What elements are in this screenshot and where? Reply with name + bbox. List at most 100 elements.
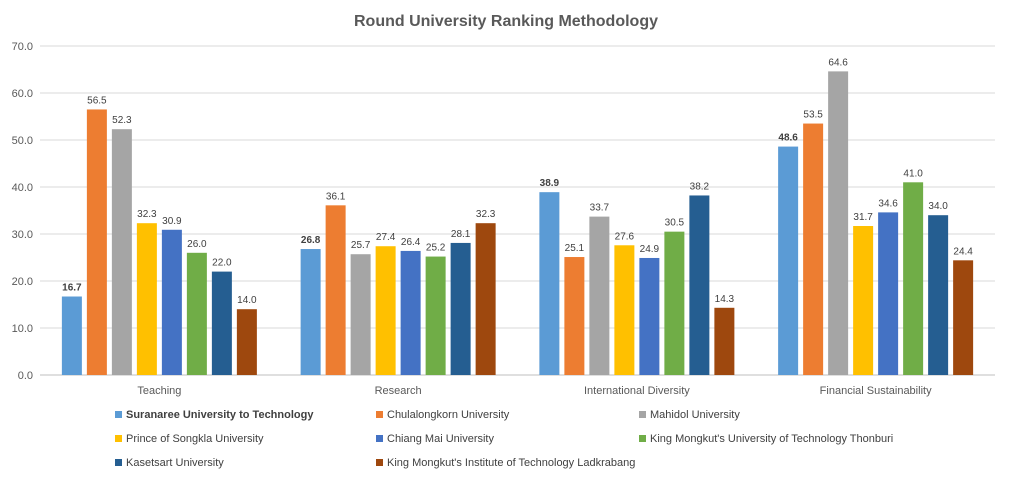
bar	[350, 254, 371, 375]
y-axis-ticks: 0.0 10.0 20.0 30.0 40.0 50.0 60.0 70.0	[12, 41, 33, 382]
bar	[539, 192, 560, 375]
data-label: 30.9	[162, 216, 182, 227]
legend-label: Suranaree University to Technology	[126, 409, 314, 421]
data-label: 26.8	[301, 235, 321, 246]
legend-item: King Mongkut's Institute of Technology L…	[376, 457, 635, 469]
bar	[450, 242, 471, 375]
bar	[614, 245, 635, 375]
legend-swatch	[115, 411, 122, 418]
data-label: 53.5	[803, 110, 823, 121]
data-label: 38.9	[540, 178, 560, 189]
y-tick-label: 50.0	[12, 135, 33, 147]
legend-label: King Mongkut's University of Technology …	[650, 433, 893, 445]
data-label: 26.4	[401, 237, 421, 248]
data-label: 16.7	[62, 283, 82, 294]
bar	[664, 231, 685, 375]
x-category-label: Teaching	[137, 385, 181, 397]
bar	[236, 309, 257, 375]
data-labels: 16.7 56.5 52.3 32.3 30.9 26.0 22.0 14.0 26.8 36.1…	[62, 57, 973, 306]
bar	[853, 226, 874, 375]
legend-swatch	[376, 459, 383, 466]
data-label: 64.6	[828, 57, 848, 68]
bar	[903, 182, 924, 375]
bar	[86, 109, 107, 375]
bar	[828, 71, 849, 375]
data-label: 36.1	[326, 191, 346, 202]
data-label: 30.5	[665, 218, 685, 229]
data-label: 24.9	[640, 244, 660, 255]
bar	[689, 195, 710, 375]
data-label: 33.7	[590, 203, 610, 214]
bar	[400, 250, 421, 375]
legend: Suranaree University to Technology Chulal…	[115, 409, 893, 469]
bar	[589, 216, 610, 375]
data-label: 14.3	[715, 294, 735, 305]
bar	[714, 307, 735, 375]
legend-label: Prince of Songkla University	[126, 433, 264, 445]
chart-title: Round University Ranking Methodology	[354, 13, 658, 30]
data-label: 48.6	[778, 133, 798, 144]
data-label: 14.0	[237, 295, 257, 306]
legend-swatch	[639, 411, 646, 418]
data-label: 24.4	[953, 246, 973, 257]
legend-item: Kasetsart University	[115, 457, 224, 469]
data-label: 32.3	[137, 209, 157, 220]
legend-item: Mahidol University	[639, 409, 740, 421]
legend-item: Chiang Mai University	[376, 433, 494, 445]
legend-swatch	[115, 459, 122, 466]
data-label: 32.3	[476, 209, 496, 220]
data-label: 56.5	[87, 95, 107, 106]
legend-item: Suranaree University to Technology	[115, 409, 314, 421]
data-label: 22.0	[212, 258, 232, 269]
legend-swatch	[376, 435, 383, 442]
bar	[300, 249, 321, 375]
y-tick-label: 10.0	[12, 323, 33, 335]
legend-label: Chiang Mai University	[387, 433, 494, 445]
x-axis-categories: Teaching Research International Diversity F…	[137, 385, 932, 397]
x-category-label: International Diversity	[584, 385, 690, 397]
x-category-label: Research	[375, 385, 422, 397]
y-tick-label: 30.0	[12, 229, 33, 241]
y-tick-label: 60.0	[12, 88, 33, 100]
data-label: 27.4	[376, 232, 396, 243]
legend-label: King Mongkut's Institute of Technology L…	[387, 457, 635, 469]
data-label: 38.2	[690, 181, 710, 192]
bar	[564, 257, 585, 375]
y-tick-label: 70.0	[12, 41, 33, 53]
bar	[878, 212, 899, 375]
data-label: 25.1	[565, 243, 585, 254]
legend-label: Mahidol University	[650, 409, 740, 421]
data-label: 25.2	[426, 243, 446, 254]
legend-item: Prince of Songkla University	[115, 433, 264, 445]
bar	[136, 223, 157, 375]
bar	[61, 296, 82, 375]
data-label: 26.0	[187, 239, 207, 250]
bar	[111, 129, 132, 375]
legend-swatch	[376, 411, 383, 418]
data-label: 25.7	[351, 240, 371, 251]
bar	[475, 223, 496, 375]
bar	[953, 260, 974, 375]
bar	[161, 229, 182, 375]
bar	[778, 146, 799, 375]
y-tick-label: 40.0	[12, 182, 33, 194]
legend-item: Chulalongkorn University	[376, 409, 510, 421]
bars	[61, 71, 974, 375]
bar	[211, 271, 232, 375]
legend-swatch	[639, 435, 646, 442]
data-label: 41.0	[903, 168, 923, 179]
data-label: 31.7	[853, 212, 873, 223]
y-tick-label: 0.0	[18, 370, 33, 382]
bar	[186, 252, 207, 375]
bar	[639, 257, 660, 375]
data-label: 34.6	[878, 198, 898, 209]
bar	[375, 246, 396, 375]
bar	[928, 215, 949, 375]
legend-label: Chulalongkorn University	[387, 409, 510, 421]
legend-item: King Mongkut's University of Technology …	[639, 433, 893, 445]
data-label: 52.3	[112, 115, 132, 126]
bar	[803, 123, 824, 375]
legend-label: Kasetsart University	[126, 457, 224, 469]
